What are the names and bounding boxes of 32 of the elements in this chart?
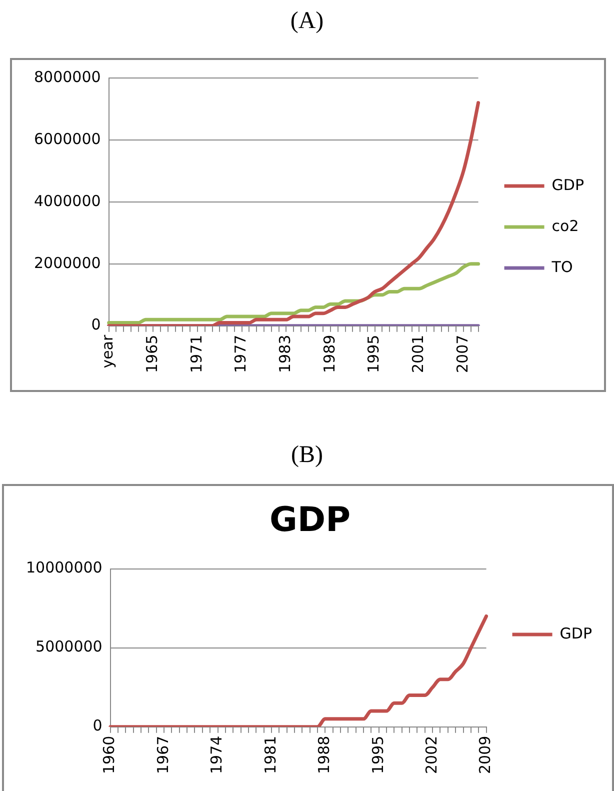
x-tick-label: 1983	[276, 334, 294, 374]
x-tick-label: 2007	[453, 334, 472, 374]
x-tick-label: 1971	[187, 334, 206, 374]
chart-title: GDP	[269, 500, 351, 540]
y-tick-label: 5000000	[36, 638, 102, 656]
x-tick-label: 1974	[208, 736, 226, 774]
text: (B)	[290, 442, 324, 469]
x-tick-label: 1977	[232, 334, 250, 374]
y-tick-label: 0	[92, 716, 102, 735]
legend-label: TO	[550, 258, 573, 276]
x-tick-label: 2009	[476, 736, 494, 774]
y-tick-label: 10000000	[26, 558, 102, 577]
x-tick-label: 1995	[368, 736, 387, 774]
x-tick-label: 1981	[261, 736, 280, 774]
x-tick-label: 2002	[422, 736, 440, 774]
x-tick-label: 1965	[143, 334, 162, 374]
y-tick-label: 0	[91, 316, 101, 334]
x-tick-label: 1995	[364, 334, 383, 374]
legend-label: co2	[552, 216, 579, 235]
x-tick-label: 1989	[320, 334, 338, 374]
y-tick-label: 2000000	[34, 254, 101, 272]
x-tick-label: 1988	[315, 736, 334, 774]
text: (A)	[289, 8, 325, 35]
legend-label: GDP	[552, 176, 584, 194]
x-tick-label: 1960	[100, 736, 118, 774]
y-tick-label: 4000000	[34, 192, 101, 210]
y-tick-label: 8000000	[34, 68, 101, 86]
legend-label: GDP	[560, 624, 592, 642]
y-tick-label: 6000000	[34, 130, 101, 148]
x-tick-label: 1967	[154, 736, 172, 774]
x-tick-label: year	[98, 334, 117, 368]
x-tick-label: 2001	[409, 334, 428, 374]
